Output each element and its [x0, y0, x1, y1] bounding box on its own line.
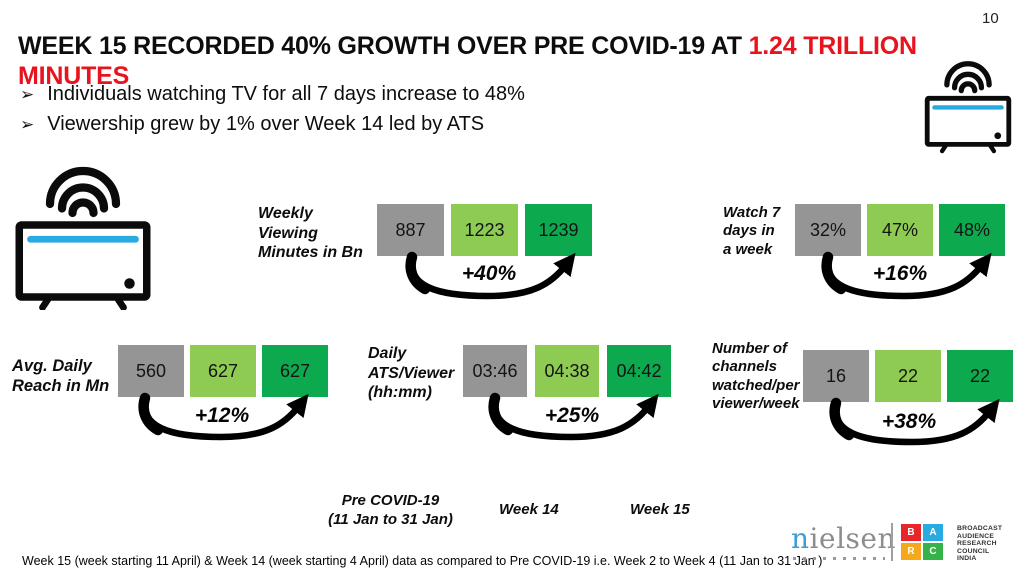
- value-box-pre-covid: 16: [803, 350, 869, 402]
- value-boxes: 560 627 627: [118, 345, 328, 397]
- nielsen-logo: nielsen: [791, 522, 896, 555]
- title-red-text: 1.24 TRILLION MINUTES: [18, 31, 917, 91]
- metric-label: Weekly Viewing Minutes in Bn: [258, 205, 363, 262]
- value-box-pre-covid: 560: [118, 345, 184, 397]
- barc-letter-r: R: [901, 543, 921, 560]
- metric-group-watch-7-days: Watch 7 days in a week 32% 47% 48% +16%: [723, 198, 1015, 310]
- metric-label: Number of channels watched/per viewer/we…: [712, 340, 800, 412]
- legend-swatch-pre-covid: [263, 498, 312, 523]
- growth-arrow-icon: [488, 392, 659, 441]
- legend-label-week15: Week 15: [630, 501, 690, 518]
- growth-percent-label: +12%: [194, 404, 250, 427]
- value-boxes: 03:46 04:38 04:42: [463, 345, 671, 397]
- value-box-week15: 22: [947, 350, 1013, 402]
- bullet-item: ➢ Viewership grew by 1% over Week 14 led…: [18, 113, 738, 136]
- tv-wifi-icon: [924, 61, 1012, 154]
- nielsen-logo-rest: ielsen: [809, 522, 896, 555]
- metric-group-weekly-viewing-minutes: Weekly Viewing Minutes in Bn 887 1223 12…: [258, 198, 598, 310]
- slide-title: WEEK 15 RECORDED 40% GROWTH OVER PRE COV…: [18, 31, 983, 92]
- value-box-week15: 04:42: [607, 345, 671, 397]
- nielsen-dots-decoration: [793, 557, 885, 560]
- logo-divider: [891, 523, 893, 561]
- growth-arrow-icon: [829, 397, 1000, 446]
- barc-logo-text: BROADCAST AUDIENCE RESEARCH COUNCIL INDI…: [957, 525, 1003, 563]
- value-box-week15: 1239: [525, 204, 592, 256]
- bullet-item: ➢ Individuals watching TV for all 7 days…: [18, 83, 738, 106]
- legend-swatch-week14: [447, 498, 493, 523]
- legend-label-week14: Week 14: [499, 501, 559, 518]
- legend: Pre COVID-19 (11 Jan to 31 Jan) Week 14 …: [263, 492, 723, 538]
- value-box-week15: 627: [262, 345, 328, 397]
- growth-percent-label: +25%: [544, 404, 600, 427]
- title-black-text: WEEK 15 RECORDED 40% GROWTH OVER PRE COV…: [18, 31, 749, 60]
- value-boxes: 887 1223 1239: [377, 204, 592, 256]
- growth-arrow-icon: [405, 251, 576, 300]
- bullet-text: Viewership grew by 1% over Week 14 led b…: [47, 113, 485, 135]
- growth-arrow-icon: [138, 392, 309, 441]
- metric-label: Avg. Daily Reach in Mn: [12, 357, 110, 396]
- bullet-list: ➢ Individuals watching TV for all 7 days…: [18, 83, 738, 143]
- metric-group-channels-watched: Number of channels watched/per viewer/we…: [712, 340, 1017, 452]
- barc-letter-a: A: [923, 524, 943, 541]
- nielsen-logo-first-letter: n: [791, 522, 810, 555]
- growth-percent-label: +38%: [881, 410, 937, 433]
- value-box-week14: 22: [875, 350, 941, 402]
- value-box-pre-covid: 03:46: [463, 345, 527, 397]
- growth-percent-label: +16%: [872, 262, 928, 285]
- barc-logo: B A R C: [901, 524, 943, 560]
- barc-letter-b: B: [901, 524, 921, 541]
- arrow-bullet-icon: ➢: [20, 85, 35, 104]
- metric-group-daily-ats: Daily ATS/Viewer (hh:mm) 03:46 04:38 04:…: [368, 342, 680, 450]
- metric-group-avg-daily-reach: Avg. Daily Reach in Mn 560 627 627 +12%: [12, 342, 342, 450]
- value-boxes: 16 22 22: [803, 350, 1013, 402]
- growth-percent-label: +40%: [461, 262, 517, 285]
- bullet-text: Individuals watching TV for all 7 days i…: [47, 83, 525, 105]
- value-box-pre-covid: 887: [377, 204, 444, 256]
- legend-swatch-week15: [578, 498, 624, 523]
- value-box-week14: 47%: [867, 204, 933, 256]
- value-box-week14: 1223: [451, 204, 518, 256]
- value-box-week14: 627: [190, 345, 256, 397]
- tv-wifi-icon: [15, 166, 151, 310]
- value-boxes: 32% 47% 48%: [795, 204, 1005, 256]
- page-number: 10: [982, 10, 999, 27]
- value-box-week15: 48%: [939, 204, 1005, 256]
- barc-letter-c: C: [923, 543, 943, 560]
- arrow-bullet-icon: ➢: [20, 115, 35, 134]
- metric-label: Watch 7 days in a week: [723, 204, 781, 258]
- growth-arrow-icon: [821, 251, 992, 300]
- value-box-pre-covid: 32%: [795, 204, 861, 256]
- metric-label: Daily ATS/Viewer (hh:mm): [368, 345, 455, 402]
- footnote: Week 15 (week starting 11 April) & Week …: [22, 554, 823, 568]
- legend-label-pre-covid: Pre COVID-19 (11 Jan to 31 Jan): [328, 492, 453, 528]
- value-box-week14: 04:38: [535, 345, 599, 397]
